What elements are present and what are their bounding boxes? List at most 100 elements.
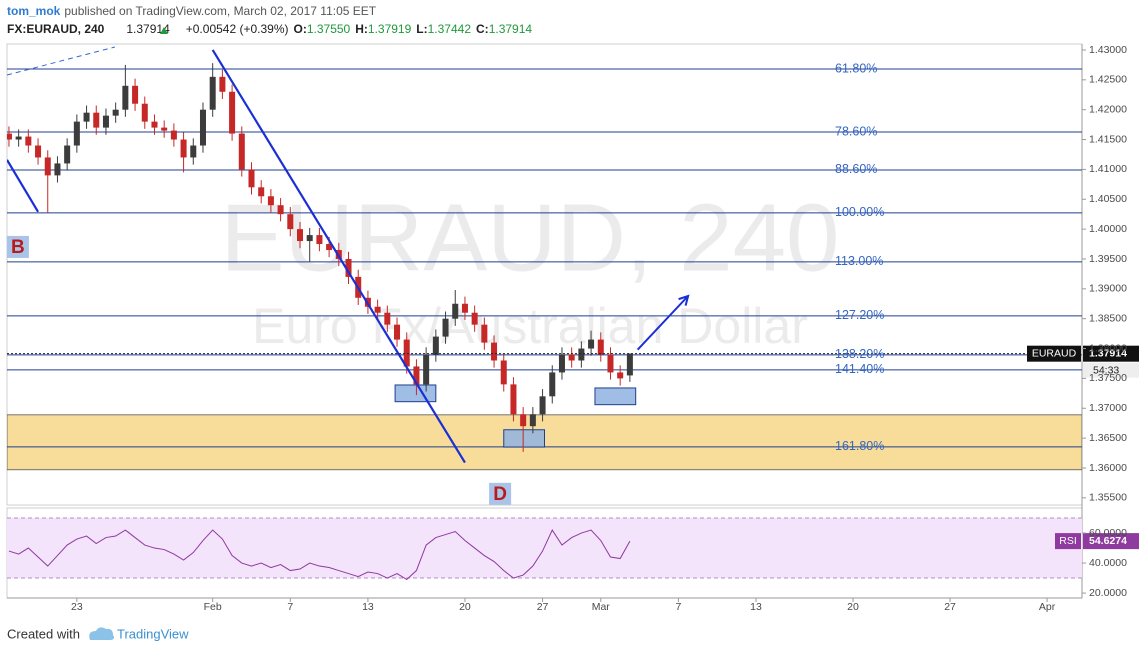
rsi-value: 54.6274 bbox=[1089, 535, 1127, 547]
arrow-line bbox=[636, 295, 689, 351]
candle-body bbox=[471, 312, 478, 325]
candle-body bbox=[461, 303, 468, 313]
fib-label: 127.20% bbox=[835, 308, 884, 322]
footer-created: Created with bbox=[7, 626, 80, 641]
candle-body bbox=[374, 306, 381, 313]
x-tick-label: 13 bbox=[362, 601, 374, 613]
y-tick-label: 1.43000 bbox=[1089, 44, 1127, 56]
candle-body bbox=[7, 133, 12, 140]
price-badge bbox=[1083, 345, 1139, 362]
candle-body bbox=[316, 235, 323, 245]
header-line-1: tom_mok published on TradingView.com, Mar… bbox=[7, 4, 377, 18]
x-tick-label: Mar bbox=[592, 601, 611, 613]
candle-body bbox=[296, 229, 304, 242]
y-tick-label: 1.37500 bbox=[1089, 372, 1127, 384]
author: tom_mok bbox=[7, 4, 61, 18]
candle-body bbox=[209, 76, 216, 110]
fib-label: 113.00% bbox=[835, 254, 883, 268]
candle-body bbox=[132, 85, 139, 104]
candle-body bbox=[423, 354, 430, 385]
rsi-line bbox=[8, 529, 631, 581]
ohlc-value: 1.37919 bbox=[368, 22, 412, 36]
rsi-tick-label: 20.0000 bbox=[1089, 587, 1127, 599]
candle-body bbox=[442, 318, 449, 337]
change: +0.00542 (+0.39%) bbox=[186, 22, 289, 36]
footer-brand[interactable]: TradingView bbox=[117, 626, 189, 641]
candle-body bbox=[529, 414, 536, 427]
candle-body bbox=[93, 112, 100, 128]
fib-label: 100.00% bbox=[835, 205, 884, 219]
pattern-label-bg bbox=[489, 482, 512, 505]
candle-body bbox=[394, 324, 401, 340]
candle-body bbox=[520, 414, 527, 427]
candle-body bbox=[248, 169, 255, 188]
pattern-box bbox=[594, 387, 637, 406]
candle-body bbox=[607, 354, 614, 373]
candle-body bbox=[287, 214, 294, 230]
y-tick-label: 1.38500 bbox=[1089, 312, 1127, 324]
candle-body bbox=[277, 205, 284, 215]
watermark-description: Euro Fx/Australian Dollar bbox=[252, 298, 808, 354]
candle-body bbox=[170, 130, 177, 140]
candle-body bbox=[326, 244, 333, 251]
rsi-content bbox=[7, 517, 1082, 581]
watermark-symbol: EURAUD, 240 bbox=[221, 184, 840, 291]
x-tick-label: 7 bbox=[287, 601, 293, 613]
candle-body bbox=[151, 121, 158, 128]
candle-body bbox=[510, 384, 517, 415]
y-tick-label: 1.40000 bbox=[1089, 223, 1127, 235]
footer: Created with TradingView bbox=[7, 626, 189, 641]
y-tick-label: 1.38000 bbox=[1089, 342, 1127, 354]
fib-label: 141.40% bbox=[835, 362, 884, 376]
candle-body bbox=[481, 324, 488, 343]
ohlc-value: 1.37550 bbox=[307, 22, 351, 36]
x-tick-label: 20 bbox=[459, 601, 471, 613]
candle-body bbox=[229, 91, 236, 134]
trendline bbox=[7, 46, 116, 76]
trendline bbox=[211, 49, 466, 464]
candle-body bbox=[199, 109, 206, 146]
candle-body bbox=[384, 312, 391, 325]
candle-body bbox=[432, 336, 439, 355]
header-line-2: FX:EURAUD, 240 1.37914 +0.00542 (+0.39%) O:… bbox=[7, 22, 532, 36]
candle-body bbox=[626, 353, 633, 376]
candle-body bbox=[403, 339, 410, 367]
y-tick-label: 1.35500 bbox=[1089, 492, 1127, 504]
watermark: EURAUD, 240 Euro Fx/Australian Dollar bbox=[221, 184, 840, 354]
candle-body bbox=[549, 372, 556, 397]
fib-label: 138.20% bbox=[835, 347, 884, 361]
rsi-tick-label: 60.0000 bbox=[1089, 527, 1127, 539]
candle-body bbox=[597, 339, 604, 355]
candle-body bbox=[73, 121, 80, 146]
candle-body bbox=[190, 145, 197, 158]
pattern-label-bg bbox=[6, 235, 29, 258]
y-tick-label: 1.41500 bbox=[1089, 133, 1127, 145]
rsi-name-badge bbox=[1055, 533, 1081, 550]
last: 1.37914 bbox=[126, 22, 170, 36]
rsi-value-badge bbox=[1083, 533, 1139, 550]
candle-body bbox=[122, 85, 129, 110]
pattern-label: D bbox=[493, 484, 507, 505]
candle-body bbox=[180, 139, 187, 158]
candle-body bbox=[568, 354, 575, 361]
fib-label: 61.80% bbox=[835, 61, 877, 75]
y-tick-label: 1.36000 bbox=[1089, 462, 1127, 474]
candle-body bbox=[491, 342, 498, 361]
ohlc-label: O: bbox=[294, 22, 307, 36]
candle-body bbox=[219, 76, 226, 92]
candle-body bbox=[25, 136, 32, 146]
fib-label: 78.60% bbox=[835, 124, 877, 138]
y-tick-label: 1.39000 bbox=[1089, 283, 1127, 295]
x-tick-label: 13 bbox=[750, 601, 762, 613]
y-tick-label: 1.37000 bbox=[1089, 402, 1127, 414]
candle-body bbox=[15, 136, 22, 140]
candle-body bbox=[267, 196, 274, 206]
candle-body bbox=[617, 372, 624, 379]
price-badge-value: 1.37914 bbox=[1089, 347, 1127, 359]
y-tick-label: 1.41000 bbox=[1089, 163, 1127, 175]
countdown-badge bbox=[1083, 362, 1139, 378]
candle-body bbox=[64, 145, 71, 164]
candle-body bbox=[54, 163, 61, 176]
ohlc-value: 1.37442 bbox=[428, 22, 472, 36]
candle-body bbox=[35, 145, 42, 158]
